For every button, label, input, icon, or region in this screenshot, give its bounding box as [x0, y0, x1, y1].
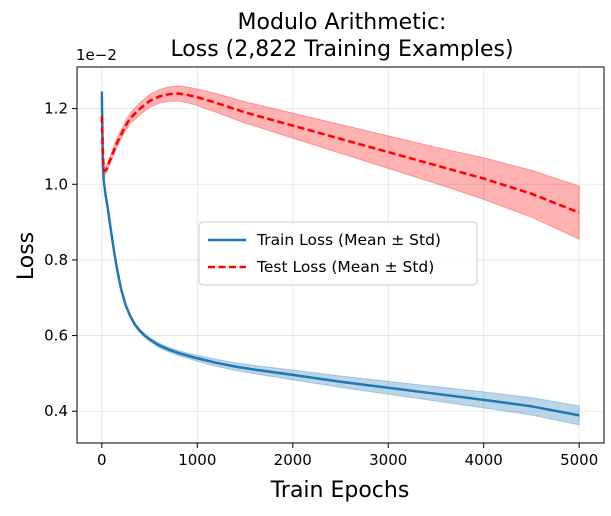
x-axis-label: Train Epochs	[270, 478, 410, 503]
x-tick-label: 1000	[178, 451, 216, 469]
x-tick-label: 3000	[369, 451, 407, 469]
chart-title-line-1: Modulo Arithmetic:	[238, 10, 447, 35]
y-tick-label: 0.8	[44, 251, 68, 269]
x-tick-label: 5000	[560, 451, 598, 469]
plot-frame	[76, 66, 605, 444]
chart-title-line-2: Loss (2,822 Training Examples)	[170, 37, 513, 62]
series-lines	[100, 91, 580, 417]
y-axis-ticks: 0.4 0.6 0.8 1.0 1.2	[44, 100, 77, 420]
x-tick-label: 2000	[274, 451, 312, 469]
y-tick-label: 1.2	[44, 100, 68, 118]
legend-test-label: Test Loss (Mean ± Std)	[256, 258, 434, 276]
y-tick-label: 0.6	[44, 327, 68, 345]
x-axis-ticks: 0 1000 2000 3000 4000 5000	[97, 443, 598, 469]
legend-box	[198, 221, 478, 286]
series-line-1	[100, 92, 580, 214]
legend: Train Loss (Mean ± Std) Test Loss (Mean …	[198, 221, 478, 286]
x-tick-label: 4000	[465, 451, 503, 469]
x-tick-label: 0	[97, 451, 107, 469]
y-tick-label: 1.0	[44, 175, 68, 193]
y-scale-label: 1e−2	[76, 46, 117, 64]
y-axis-label: Loss	[14, 232, 39, 280]
y-tick-label: 0.4	[44, 402, 68, 420]
legend-train-label: Train Loss (Mean ± Std)	[256, 231, 441, 249]
series-line-0	[100, 91, 580, 417]
